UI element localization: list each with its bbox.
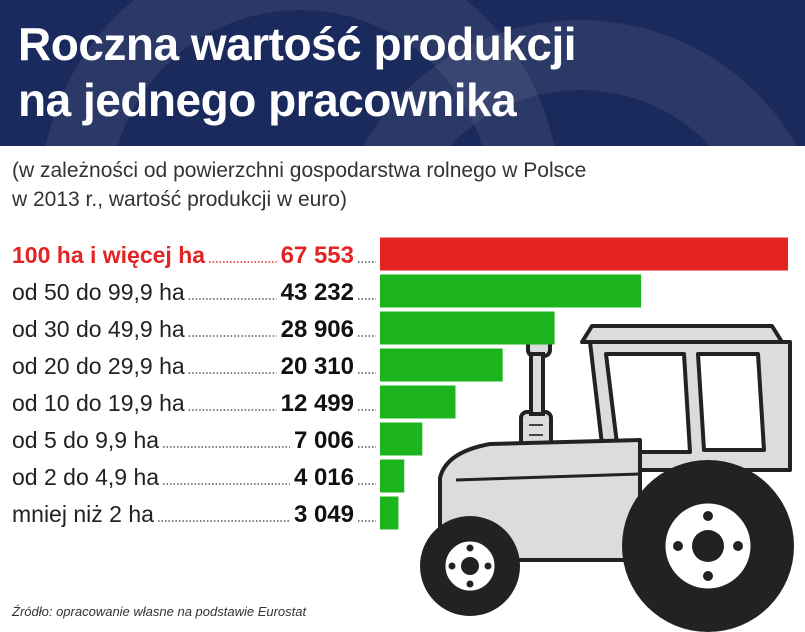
category-label: od 10 do 19,9 ha <box>12 390 185 416</box>
bar <box>380 385 456 419</box>
value-label: 67 553 <box>281 242 354 269</box>
bar <box>380 496 399 530</box>
category-label: 100 ha i więcej ha <box>12 242 205 268</box>
category-label: od 2 do 4,9 ha <box>12 464 159 490</box>
category-label: od 5 do 9,9 ha <box>12 427 159 453</box>
category-label: od 30 do 49,9 ha <box>12 316 185 342</box>
bar <box>380 348 503 382</box>
value-label: 4 016 <box>294 464 354 491</box>
title-line-1: Roczna wartość produkcji <box>18 18 577 70</box>
category-label: od 50 do 99,9 ha <box>12 279 185 305</box>
page-title: Roczna wartość produkcji na jednego prac… <box>18 16 577 128</box>
value-label: 3 049 <box>294 501 354 528</box>
value-label: 7 006 <box>294 427 354 454</box>
tractor-icon <box>420 316 794 632</box>
category-label: mniej niż 2 ha <box>12 501 154 527</box>
chart-subtitle: (w zależności od powierzchni gospodarstw… <box>12 156 772 214</box>
bar <box>380 422 423 456</box>
labels-layer: 100 ha i więcej ha 67 553 od 50 do 99,9 ha… <box>12 242 376 528</box>
category-label: od 20 do 29,9 ha <box>12 353 185 379</box>
title-line-2: na jednego pracownika <box>18 74 517 126</box>
header-banner: Roczna wartość produkcji na jednego prac… <box>0 0 805 146</box>
subtitle-line-2: w 2013 r., wartość produkcji w euro) <box>12 188 347 211</box>
bar <box>380 459 405 493</box>
bar <box>380 274 642 308</box>
value-label: 20 310 <box>281 353 354 380</box>
source-note: Źródło: opracowanie własne na podstawie … <box>12 604 307 619</box>
bar <box>380 237 788 271</box>
bar <box>380 311 555 345</box>
value-label: 12 499 <box>281 390 354 417</box>
value-label: 43 232 <box>281 279 354 306</box>
bars-layer <box>380 237 788 530</box>
value-label: 28 906 <box>281 316 354 343</box>
subtitle-line-1: (w zależności od powierzchni gospodarstw… <box>12 159 587 182</box>
